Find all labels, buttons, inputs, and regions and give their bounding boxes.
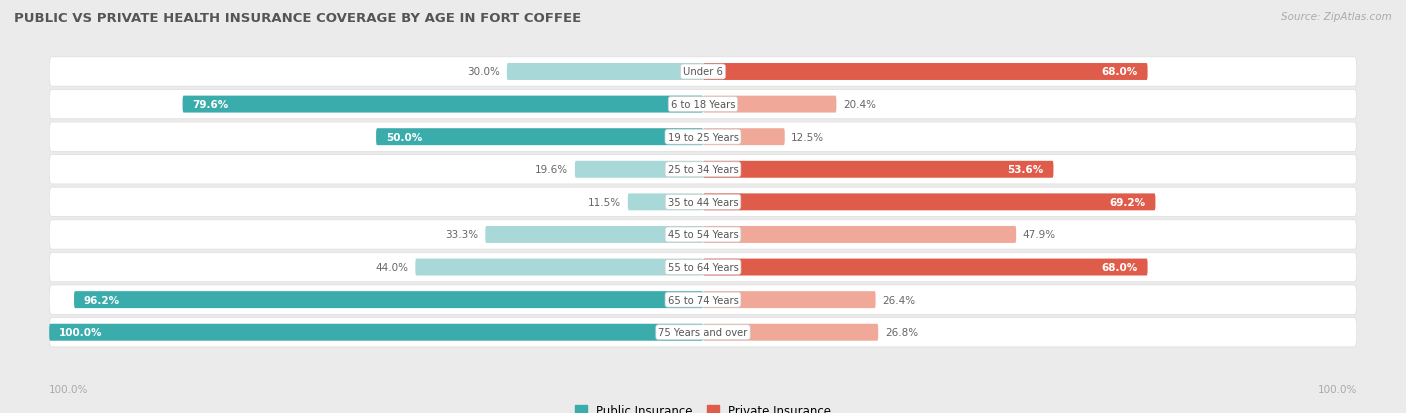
Text: 96.2%: 96.2%: [84, 295, 120, 305]
Text: 55 to 64 Years: 55 to 64 Years: [668, 262, 738, 273]
Text: 26.4%: 26.4%: [882, 295, 915, 305]
FancyBboxPatch shape: [703, 64, 1147, 81]
FancyBboxPatch shape: [49, 123, 1357, 152]
FancyBboxPatch shape: [703, 324, 879, 341]
Text: 75 Years and over: 75 Years and over: [658, 328, 748, 337]
Text: 50.0%: 50.0%: [385, 132, 422, 142]
Text: 53.6%: 53.6%: [1007, 165, 1043, 175]
Text: 11.5%: 11.5%: [588, 197, 621, 207]
Text: 30.0%: 30.0%: [467, 67, 501, 77]
Text: 45 to 54 Years: 45 to 54 Years: [668, 230, 738, 240]
FancyBboxPatch shape: [703, 292, 876, 309]
Text: 20.4%: 20.4%: [844, 100, 876, 110]
Text: 44.0%: 44.0%: [375, 262, 409, 273]
FancyBboxPatch shape: [49, 220, 1357, 249]
Text: 33.3%: 33.3%: [446, 230, 479, 240]
Text: 6 to 18 Years: 6 to 18 Years: [671, 100, 735, 110]
Text: 65 to 74 Years: 65 to 74 Years: [668, 295, 738, 305]
FancyBboxPatch shape: [377, 129, 703, 146]
FancyBboxPatch shape: [49, 90, 1357, 119]
FancyBboxPatch shape: [49, 318, 1357, 347]
FancyBboxPatch shape: [703, 161, 1053, 178]
FancyBboxPatch shape: [485, 226, 703, 243]
Text: 100.0%: 100.0%: [49, 385, 89, 394]
Text: Under 6: Under 6: [683, 67, 723, 77]
Text: 19.6%: 19.6%: [536, 165, 568, 175]
Text: PUBLIC VS PRIVATE HEALTH INSURANCE COVERAGE BY AGE IN FORT COFFEE: PUBLIC VS PRIVATE HEALTH INSURANCE COVER…: [14, 12, 581, 25]
Text: 35 to 44 Years: 35 to 44 Years: [668, 197, 738, 207]
Text: 68.0%: 68.0%: [1101, 67, 1137, 77]
FancyBboxPatch shape: [508, 64, 703, 81]
Legend: Public Insurance, Private Insurance: Public Insurance, Private Insurance: [575, 404, 831, 413]
Text: 19 to 25 Years: 19 to 25 Years: [668, 132, 738, 142]
FancyBboxPatch shape: [183, 96, 703, 113]
Text: Source: ZipAtlas.com: Source: ZipAtlas.com: [1281, 12, 1392, 22]
FancyBboxPatch shape: [49, 155, 1357, 185]
Text: 26.8%: 26.8%: [884, 328, 918, 337]
FancyBboxPatch shape: [703, 129, 785, 146]
Text: 25 to 34 Years: 25 to 34 Years: [668, 165, 738, 175]
Text: 79.6%: 79.6%: [193, 100, 229, 110]
FancyBboxPatch shape: [703, 259, 1147, 276]
FancyBboxPatch shape: [628, 194, 703, 211]
FancyBboxPatch shape: [75, 292, 703, 309]
FancyBboxPatch shape: [703, 96, 837, 113]
FancyBboxPatch shape: [575, 161, 703, 178]
FancyBboxPatch shape: [703, 194, 1156, 211]
FancyBboxPatch shape: [49, 285, 1357, 315]
FancyBboxPatch shape: [49, 253, 1357, 282]
Text: 68.0%: 68.0%: [1101, 262, 1137, 273]
Text: 100.0%: 100.0%: [59, 328, 103, 337]
Text: 12.5%: 12.5%: [792, 132, 824, 142]
Text: 69.2%: 69.2%: [1109, 197, 1146, 207]
FancyBboxPatch shape: [415, 259, 703, 276]
FancyBboxPatch shape: [49, 324, 703, 341]
FancyBboxPatch shape: [703, 226, 1017, 243]
Text: 100.0%: 100.0%: [1317, 385, 1357, 394]
FancyBboxPatch shape: [49, 188, 1357, 217]
Text: 47.9%: 47.9%: [1022, 230, 1056, 240]
FancyBboxPatch shape: [49, 58, 1357, 87]
